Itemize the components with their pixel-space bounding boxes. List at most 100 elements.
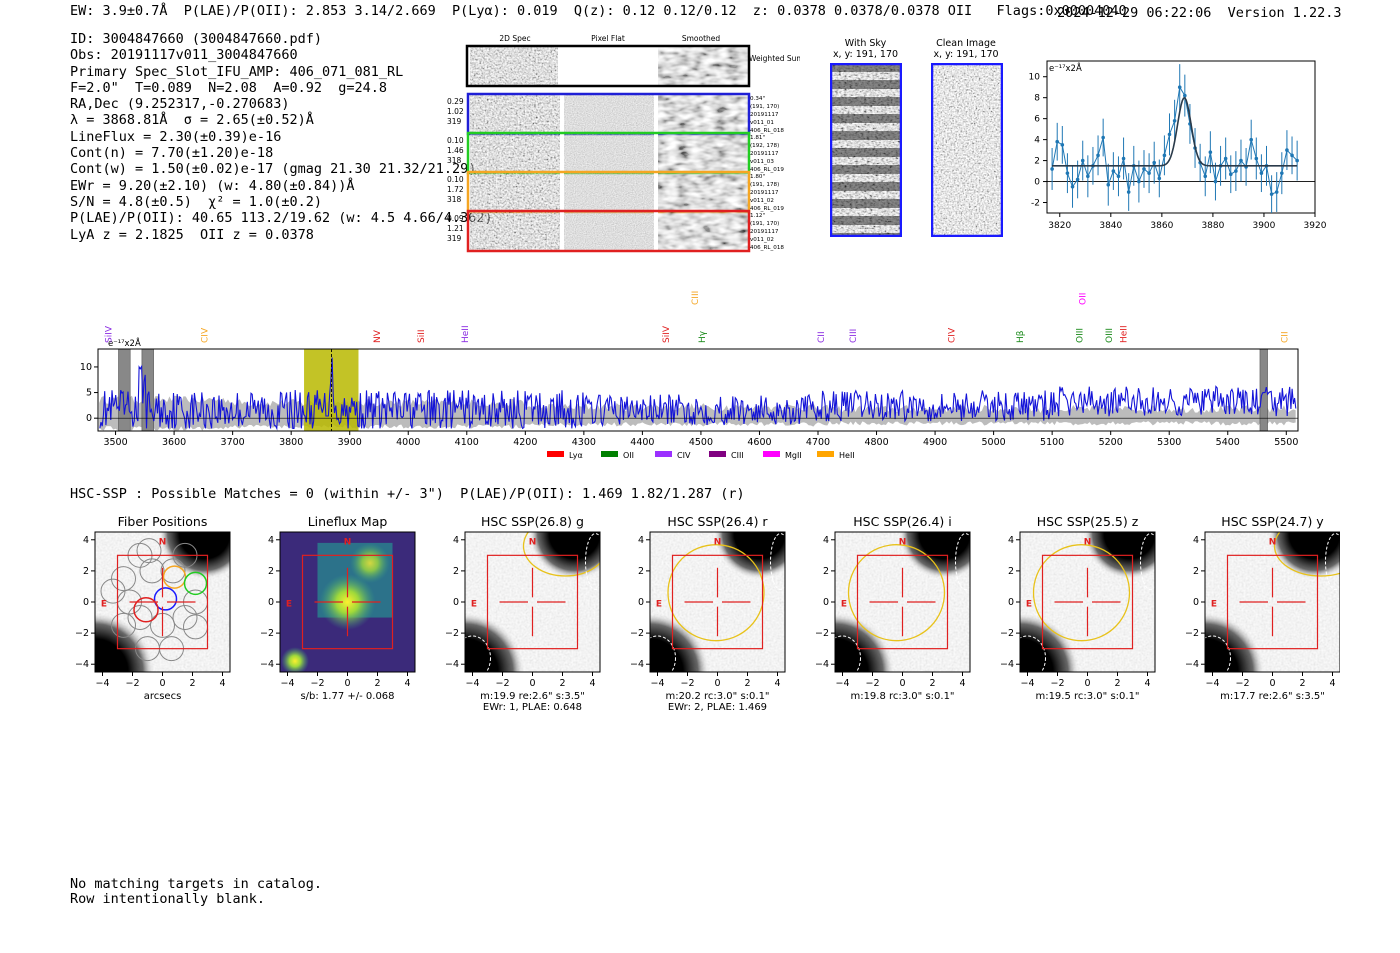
cutout-right-label: v011_03 <box>750 159 774 165</box>
zoom-xtick-label: 3820 <box>1048 221 1071 231</box>
panel-xtick-label: −2 <box>680 678 694 689</box>
panel-ytick-label: 4 <box>638 535 644 546</box>
panel-xtick-label: 2 <box>189 678 195 689</box>
aperture-square <box>1226 554 1319 650</box>
panel-xtick-label: −4 <box>465 678 479 689</box>
full-spectrum-chart: 3500 3600 3700 3800 3900 4000 4100 4200 4300 4400… <box>80 291 1299 460</box>
cutout-smoothed <box>658 134 748 172</box>
spectral-line-label: OIII <box>1076 328 1086 343</box>
zoom-ytick-label: 10 <box>1029 73 1041 83</box>
cutout-right-label: 406_RL_019 <box>750 206 784 212</box>
bright-source <box>1020 612 1080 672</box>
panel-xtick-label: 0 <box>159 678 165 689</box>
weighted-sum-text: Weighted Sum <box>749 54 800 63</box>
north-label: N <box>159 537 167 547</box>
spectrum-xtick-label: 4900 <box>923 437 947 448</box>
with-sky-title: With Sky <box>844 38 887 49</box>
cutout-gap <box>560 173 564 211</box>
cutout-gap <box>654 95 658 133</box>
panel-ytick-label: 2 <box>1193 566 1199 577</box>
fiber-highlight <box>133 597 159 623</box>
panel-ytick-label: 2 <box>453 566 459 577</box>
spectrum-xtick-label: 5000 <box>982 437 1006 448</box>
spectrum-xtick-label: 4200 <box>513 437 537 448</box>
cutout-left-label: 1.72 <box>447 185 464 194</box>
panel-ytick-label: −4 <box>75 659 89 670</box>
panel-xtick-label: −4 <box>1020 678 1034 689</box>
zoom-ytick-label: 2 <box>1034 157 1040 167</box>
zoom-ytick-label: 0 <box>1034 178 1040 188</box>
spectrum-masked-region <box>118 348 131 432</box>
cutout-gap <box>654 212 658 250</box>
cutout-row-frame <box>466 209 751 253</box>
info-id: ID: 3004847660 (3004847660.pdf) <box>70 31 322 47</box>
weighted-sum-label: Weighted Sum <box>749 54 800 63</box>
panel-xtick-label: 4 <box>404 678 410 689</box>
neighbor-aperture <box>955 533 970 591</box>
panel-xtick-label: 2 <box>929 678 935 689</box>
bright-source <box>95 612 155 672</box>
cutout-gap <box>654 173 658 211</box>
cutout-right-label: 1.80" <box>750 174 765 180</box>
panel-ytick-label: 4 <box>268 535 274 546</box>
image-panel-caption: m:17.7 re:2.6" s:3.5" <box>1220 691 1325 702</box>
spectral-line-marker: SiIV <box>662 325 672 343</box>
panel-xtick-label: −2 <box>1050 678 1064 689</box>
footer-notes: No matching targets in catalog. Row inte… <box>70 877 322 907</box>
cutout-right-label: 0.34" <box>750 96 765 102</box>
panel-xtick-label: 0 <box>714 678 720 689</box>
image-panel-caption: m:19.8 rc:3.0" s:0.1" <box>850 691 954 702</box>
north-label: N <box>1269 537 1277 547</box>
cutout-right-label: v011_02 <box>750 237 774 243</box>
info-redshifts: LyA z = 2.1825 OII z = 0.0378 <box>70 226 314 243</box>
panel-ytick-label: 0 <box>1008 597 1014 608</box>
image-panel-title: HSC SSP(26.8) g <box>481 514 584 529</box>
zoom-axes-frame <box>1046 60 1316 214</box>
info-plae: P(LAE)/P(OII): 40.65 113.2/19.62 (w: 4.5… <box>70 210 493 227</box>
panel-ytick-label: 4 <box>1193 535 1199 546</box>
info-radec: RA,Dec (9.252317,-0.270683) <box>70 96 290 113</box>
legend-swatch <box>763 451 780 457</box>
panel-xtick-label: −2 <box>1235 678 1249 689</box>
zoom-xtick-label: 3840 <box>1099 221 1122 231</box>
fiber-circle <box>160 558 186 584</box>
image-panel-caption: m:20.2 rc:3.0" s:0.1" <box>665 691 769 702</box>
panel-ytick-label: −2 <box>260 628 274 639</box>
neighbor-aperture <box>585 533 600 591</box>
spectral-line-label: SiIV <box>662 325 672 343</box>
panel-xtick-label: −2 <box>495 678 509 689</box>
north-label: N <box>1084 537 1092 547</box>
bright-source <box>1205 612 1265 672</box>
panel-xtick-label: 2 <box>744 678 750 689</box>
panel-xtick-label: 2 <box>374 678 380 689</box>
fiber-circle <box>111 612 136 638</box>
panel-ytick-label: −2 <box>630 628 644 639</box>
panel-image <box>280 532 415 672</box>
cutout-right-label: 406_RL_018 <box>750 245 784 251</box>
legend-label: OII <box>623 451 634 460</box>
cutout-right-label: 406_RL_018 <box>750 128 784 134</box>
image-panel: Lineflux Map N E −4 −2 0 2 4 4 2 0 −2 −4 s/b: 1.77 +/… <box>260 514 416 702</box>
spectral-line-marker: OIII <box>1105 328 1115 343</box>
cutout-2dspec <box>470 134 560 172</box>
lineflux-peak <box>350 543 390 584</box>
spectral-line-label: NV <box>373 329 383 343</box>
spectrum-xtick-label: 4000 <box>396 437 420 448</box>
east-label: E <box>841 600 847 610</box>
col-header-smoothed: Smoothed <box>682 34 721 43</box>
panel-xtick-label: −4 <box>1205 678 1219 689</box>
zoom-ytick-label: 4 <box>1034 136 1040 146</box>
panel-ytick-label: −2 <box>1000 628 1014 639</box>
cutout-right-label: v011_01 <box>750 120 774 126</box>
spectral-line-marker: CII <box>817 331 827 343</box>
spectral-line-marker: CIII <box>691 291 701 305</box>
neighbor-aperture <box>835 635 861 672</box>
image-panel-title: Fiber Positions <box>118 514 208 529</box>
panel-xtick-label: −2 <box>310 678 324 689</box>
cutout-right-label: 20191117 <box>750 229 779 235</box>
spectrum-xtick-label: 4800 <box>864 437 888 448</box>
spectrum-xtick-label: 5100 <box>1040 437 1064 448</box>
bright-source <box>465 612 525 672</box>
spectral-line-label: Hγ <box>698 330 708 343</box>
